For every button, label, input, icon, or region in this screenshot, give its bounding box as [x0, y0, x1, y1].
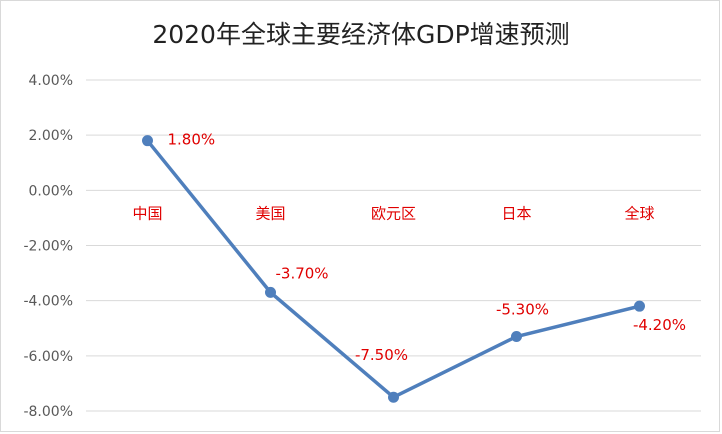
- data-label: -3.70%: [276, 264, 329, 282]
- x-category-label: 日本: [501, 204, 531, 222]
- y-tick-label: -4.00%: [23, 294, 73, 310]
- x-category-label: 欧元区: [371, 204, 416, 222]
- data-point: [511, 331, 522, 343]
- data-label: 1.80%: [168, 131, 216, 149]
- y-tick-label: 2.00%: [29, 128, 73, 144]
- x-category-label: 中国: [132, 204, 162, 222]
- x-category-label: 全球: [624, 204, 654, 222]
- y-tick-label: 4.00%: [29, 73, 73, 89]
- y-tick-label: 0.00%: [29, 183, 73, 199]
- data-point: [388, 391, 399, 403]
- y-tick-label: -2.00%: [23, 239, 73, 255]
- data-point: [634, 300, 645, 312]
- y-tick-label: -6.00%: [23, 349, 73, 365]
- data-label: -7.50%: [355, 346, 408, 364]
- data-point: [142, 135, 153, 147]
- y-tick-label: -8.00%: [23, 404, 73, 420]
- data-point: [265, 286, 276, 298]
- x-category-label: 美国: [255, 204, 285, 222]
- data-label: -4.20%: [633, 316, 686, 334]
- chart-title: 2020年全球主要经济体GDP增速预测: [152, 20, 570, 49]
- data-label: -5.30%: [496, 301, 549, 319]
